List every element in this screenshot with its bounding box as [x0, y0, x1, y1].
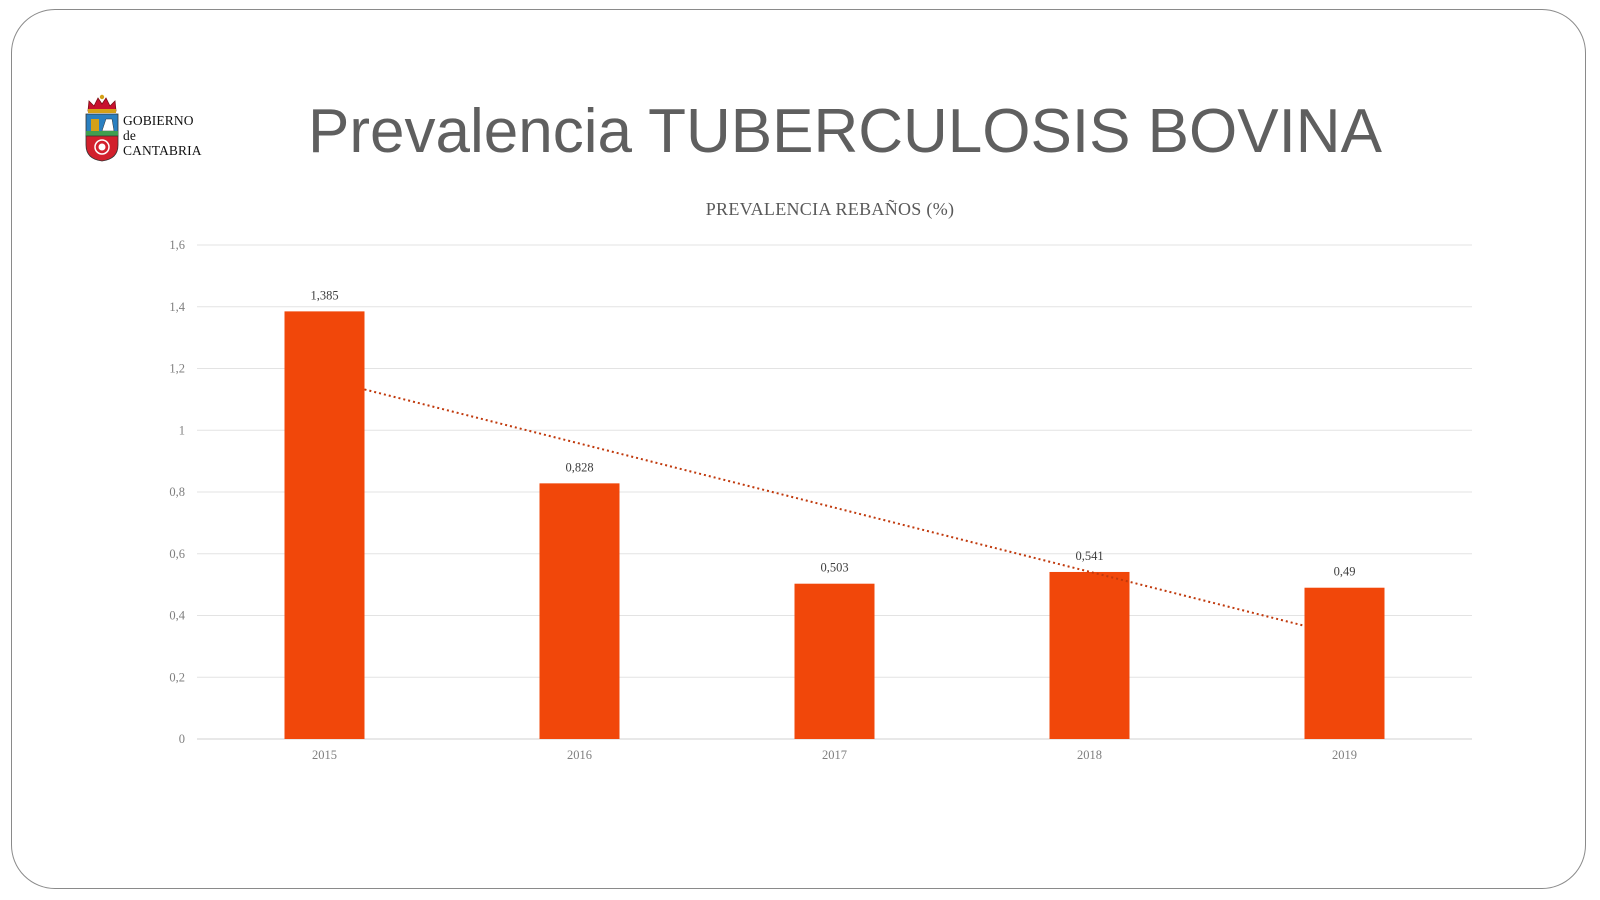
gobierno-de-cantabria-logo: GOBIERNO de CANTABRIA — [83, 93, 223, 165]
y-axis-tick-labels: 0 0,2 0,4 0,6 0,8 1 1,2 1,4 1,6 — [169, 238, 185, 746]
y-tick-label: 1,2 — [169, 362, 185, 376]
slide-title: Prevalencia TUBERCULOSIS BOVINA — [308, 97, 1382, 166]
y-tick-label: 0,8 — [169, 485, 185, 499]
data-labels: 1,385 0,828 0,503 0,541 0,49 — [310, 288, 1355, 578]
bar — [1049, 571, 1130, 739]
trendline — [364, 388, 1305, 627]
x-tick-label: 2015 — [312, 748, 337, 762]
chart-title: PREVALENCIA REBAÑOS (%) — [705, 199, 955, 219]
y-tick-label: 1,6 — [169, 238, 185, 252]
trendline-path — [364, 388, 1305, 627]
slide-frame — [11, 9, 1586, 889]
x-tick-label: 2017 — [822, 748, 847, 762]
data-label: 0,541 — [1075, 549, 1103, 563]
logo-text: GOBIERNO de CANTABRIA — [123, 113, 202, 158]
bar — [284, 311, 365, 739]
coat-of-arms-icon — [85, 94, 119, 162]
x-tick-label: 2016 — [567, 748, 592, 762]
data-label: 0,49 — [1334, 565, 1356, 579]
y-tick-label: 0,6 — [169, 547, 185, 561]
bar — [1304, 587, 1385, 739]
y-tick-label: 0,4 — [169, 609, 185, 623]
bars — [284, 311, 1385, 739]
bar — [794, 583, 875, 739]
x-tick-label: 2019 — [1332, 748, 1357, 762]
data-label: 1,385 — [310, 288, 338, 302]
y-tick-label: 0,2 — [169, 670, 185, 684]
logo-line-3: CANTABRIA — [123, 143, 202, 158]
y-tick-label: 1,4 — [169, 300, 185, 314]
y-tick-label: 1 — [179, 423, 185, 437]
data-label: 0,828 — [565, 460, 593, 474]
y-tick-label: 0 — [179, 732, 185, 746]
logo-line-1: GOBIERNO — [123, 113, 194, 128]
data-label: 0,503 — [820, 561, 848, 575]
x-axis-tick-labels: 2015 2016 2017 2018 2019 — [312, 748, 1357, 762]
bar — [539, 483, 620, 739]
logo-line-2: de — [123, 128, 136, 143]
x-tick-label: 2018 — [1077, 748, 1102, 762]
